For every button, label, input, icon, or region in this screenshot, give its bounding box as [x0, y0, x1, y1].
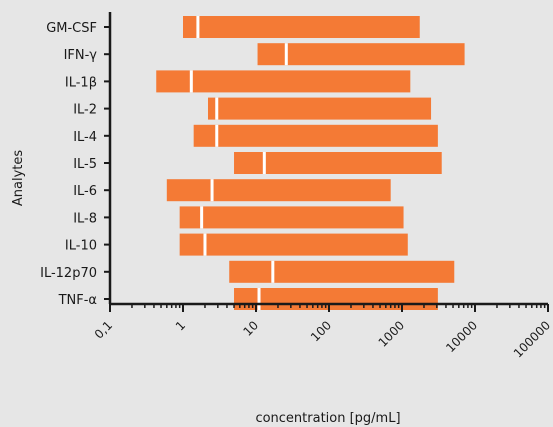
range-bar: [179, 233, 408, 256]
category-labels: GM-CSF IFN-γ IL-1β IL-2 IL-4 IL-5 IL-6 IL-8 IL-1…: [40, 21, 97, 308]
range-bar: [166, 179, 391, 202]
category-label: IL-12p70: [40, 266, 97, 281]
median-marker: [257, 288, 261, 310]
median-marker: [271, 260, 275, 283]
median-marker: [262, 152, 266, 174]
median-marker: [189, 70, 193, 93]
bars-layer: [156, 16, 465, 310]
category-label: IFN-γ: [64, 48, 98, 63]
median-marker: [200, 206, 204, 229]
range-bar: [193, 124, 438, 147]
x-tick-label: 10000: [443, 318, 480, 355]
category-label: IL-6: [73, 184, 97, 199]
range-bar: [207, 97, 432, 120]
y-axis-label: Analytes: [11, 150, 26, 206]
x-axis-label: concentration [pg/mL]: [255, 411, 400, 426]
range-bar: [234, 288, 438, 310]
category-label: GM-CSF: [46, 21, 97, 36]
range-bar: [229, 260, 455, 283]
x-tick-labels: 0,1 1 10 100 1000 10000 100000: [92, 318, 553, 360]
x-tick-label: 0,1: [92, 318, 115, 341]
axes: [104, 12, 549, 312]
category-label: IL-2: [73, 103, 97, 118]
median-marker: [215, 97, 219, 120]
range-bar: [156, 70, 411, 93]
median-marker: [215, 124, 219, 147]
category-label: IL-4: [73, 130, 97, 145]
median-marker: [284, 43, 288, 66]
category-label: IL-5: [73, 157, 97, 172]
category-label: IL-1β: [65, 75, 97, 90]
range-bar: [179, 206, 404, 229]
category-label: IL-8: [73, 211, 97, 226]
median-marker: [196, 16, 200, 38]
x-tick-label: 100: [308, 318, 334, 344]
category-label: IL-10: [65, 239, 97, 254]
x-tick-label: 1000: [376, 318, 407, 349]
range-bar: [183, 16, 420, 38]
median-marker: [210, 179, 214, 202]
x-tick-label: 100000: [511, 318, 553, 360]
x-tick-label: 10: [240, 318, 261, 339]
x-tick-label: 1: [173, 318, 188, 333]
median-marker: [203, 233, 207, 256]
range-bar: [257, 43, 465, 66]
category-label: TNF-α: [58, 293, 97, 308]
range-bar: [234, 152, 442, 174]
